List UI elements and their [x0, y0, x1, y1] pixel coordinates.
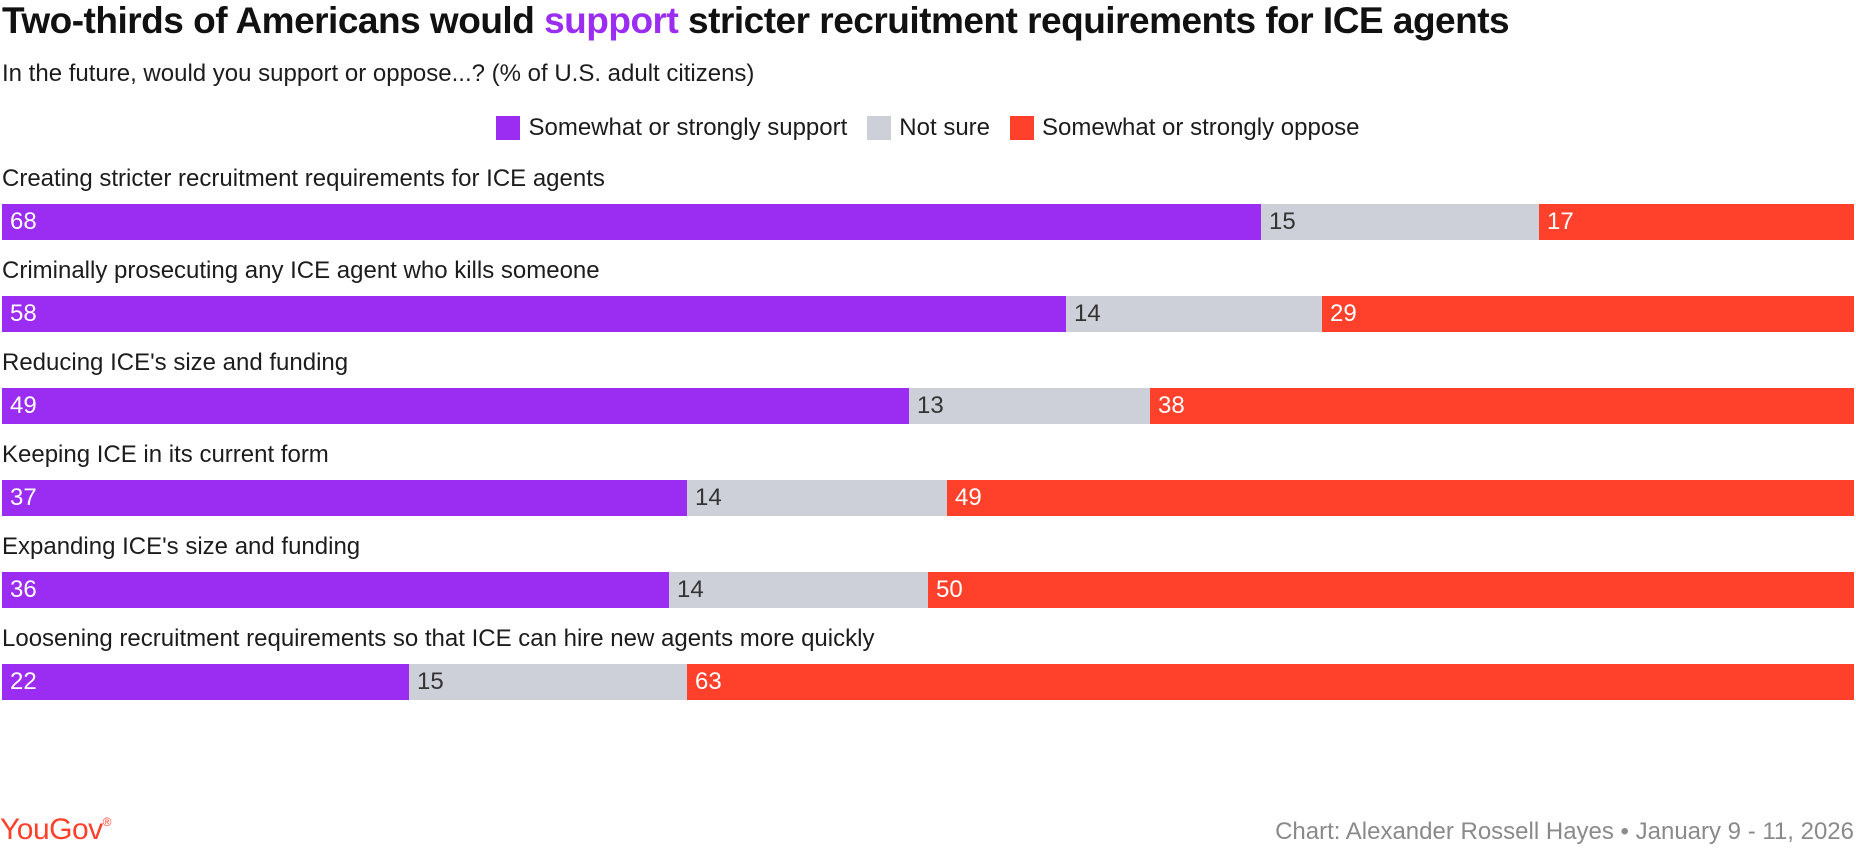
bar-segment-not-sure: 14 — [1066, 296, 1322, 332]
logo-text: YouGov — [0, 813, 103, 846]
legend-item-not-sure: Not sure — [867, 114, 990, 142]
legend-label: Somewhat or strongly support — [528, 114, 848, 141]
bar-row: Keeping ICE in its current form 37 14 49 — [0, 441, 1856, 521]
legend: Somewhat or strongly support Not sure Some… — [0, 114, 1856, 142]
bar-segment-oppose: 50 — [928, 572, 1854, 608]
title-before: Two-thirds of Americans would — [2, 0, 545, 41]
stacked-bar: 49 13 38 — [2, 388, 1854, 424]
category-label: Criminally prosecuting any ICE agent who… — [2, 257, 600, 284]
legend-swatch — [496, 116, 521, 140]
bar-row: Creating stricter recruitment requiremen… — [0, 165, 1856, 245]
title-highlight: support — [544, 0, 679, 41]
legend-label: Somewhat or strongly oppose — [1042, 114, 1360, 141]
bar-segment-oppose: 63 — [687, 664, 1854, 700]
stacked-bar: 58 14 29 — [2, 296, 1854, 332]
yougov-logo: YouGov® — [0, 813, 112, 847]
chart-subtitle: In the future, would you support or oppo… — [2, 60, 755, 87]
legend-item-support: Somewhat or strongly support — [496, 114, 847, 142]
legend-swatch — [867, 116, 892, 140]
bar-segment-support: 49 — [2, 388, 909, 424]
category-label: Loosening recruitment requirements so th… — [2, 625, 875, 652]
bar-segment-not-sure: 14 — [687, 480, 947, 516]
bar-segment-not-sure: 15 — [409, 664, 687, 700]
bar-segment-oppose: 38 — [1150, 388, 1854, 424]
bar-segment-support: 58 — [2, 296, 1066, 332]
title-after: stricter recruitment requirements for IC… — [678, 0, 1510, 41]
chart-title: Two-thirds of Americans would support st… — [2, 0, 1510, 42]
legend-item-oppose: Somewhat or strongly oppose — [1010, 114, 1360, 142]
bar-segment-support: 37 — [2, 480, 687, 516]
bar-segment-oppose: 49 — [947, 480, 1854, 516]
bar-segment-support: 36 — [2, 572, 669, 608]
category-label: Creating stricter recruitment requiremen… — [2, 165, 605, 192]
registered-mark: ® — [102, 815, 112, 829]
bar-segment-support: 68 — [2, 204, 1261, 240]
stacked-bar: 36 14 50 — [2, 572, 1854, 608]
bar-row: Criminally prosecuting any ICE agent who… — [0, 257, 1856, 337]
stacked-bar: 22 15 63 — [2, 664, 1854, 700]
bar-segment-not-sure: 14 — [669, 572, 928, 608]
bar-row: Loosening recruitment requirements so th… — [0, 625, 1856, 705]
bar-segment-oppose: 17 — [1539, 204, 1854, 240]
legend-swatch — [1010, 116, 1034, 140]
bar-segment-support: 22 — [2, 664, 409, 700]
bar-segment-not-sure: 13 — [909, 388, 1150, 424]
category-label: Keeping ICE in its current form — [2, 441, 329, 468]
bar-segment-not-sure: 15 — [1261, 204, 1539, 240]
bar-row: Expanding ICE's size and funding 36 14 50 — [0, 533, 1856, 613]
stacked-bar: 37 14 49 — [2, 480, 1854, 516]
chart-credit: Chart: Alexander Rossell Hayes • January… — [1275, 818, 1854, 845]
legend-label: Not sure — [899, 114, 990, 141]
category-label: Reducing ICE's size and funding — [2, 349, 349, 376]
category-label: Expanding ICE's size and funding — [2, 533, 361, 560]
bar-row: Reducing ICE's size and funding 49 13 38 — [0, 349, 1856, 429]
stacked-bar: 68 15 17 — [2, 204, 1854, 240]
bar-segment-oppose: 29 — [1322, 296, 1854, 332]
